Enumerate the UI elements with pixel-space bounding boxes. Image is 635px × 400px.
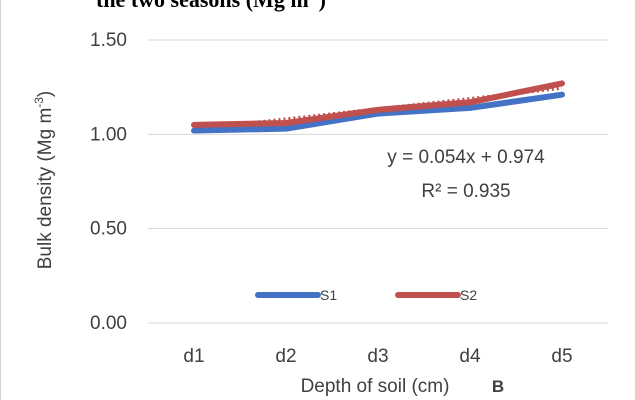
y-tick-label: 1.00 bbox=[90, 124, 127, 145]
legend: S1 S2 bbox=[255, 287, 477, 303]
figure-caption: the two seasons (Mg m-3) bbox=[96, 0, 326, 13]
series-line-s1 bbox=[191, 91, 565, 134]
x-tick-label: d5 bbox=[551, 346, 572, 367]
x-tick-label: d4 bbox=[459, 346, 481, 367]
panel-label: B bbox=[492, 377, 504, 396]
legend-label-s2: S2 bbox=[460, 287, 477, 303]
y-axis-title: Bulk density (Mg m-3) bbox=[32, 91, 56, 270]
y-tick-label: 1.50 bbox=[90, 30, 127, 51]
y-tick-labels: 0.00 0.50 1.00 1.50 bbox=[90, 30, 127, 334]
legend-label-s1: S1 bbox=[320, 287, 337, 303]
x-tick-label: d1 bbox=[183, 346, 204, 367]
x-tick-labels: d1 d2 d3 d4 d5 bbox=[183, 346, 572, 367]
trendline-equation: y = 0.054x + 0.974 bbox=[387, 147, 545, 168]
r-squared: R² = 0.935 bbox=[421, 181, 510, 202]
series-lines bbox=[191, 80, 565, 134]
y-tick-label: 0.50 bbox=[90, 219, 127, 240]
gridlines bbox=[148, 39, 608, 324]
y-tick-label: 0.00 bbox=[90, 313, 127, 334]
x-axis-title: Depth of soil (cm) bbox=[301, 376, 450, 397]
x-tick-label: d2 bbox=[275, 346, 296, 367]
x-tick-label: d3 bbox=[367, 346, 388, 367]
series-line-s2 bbox=[191, 80, 565, 128]
